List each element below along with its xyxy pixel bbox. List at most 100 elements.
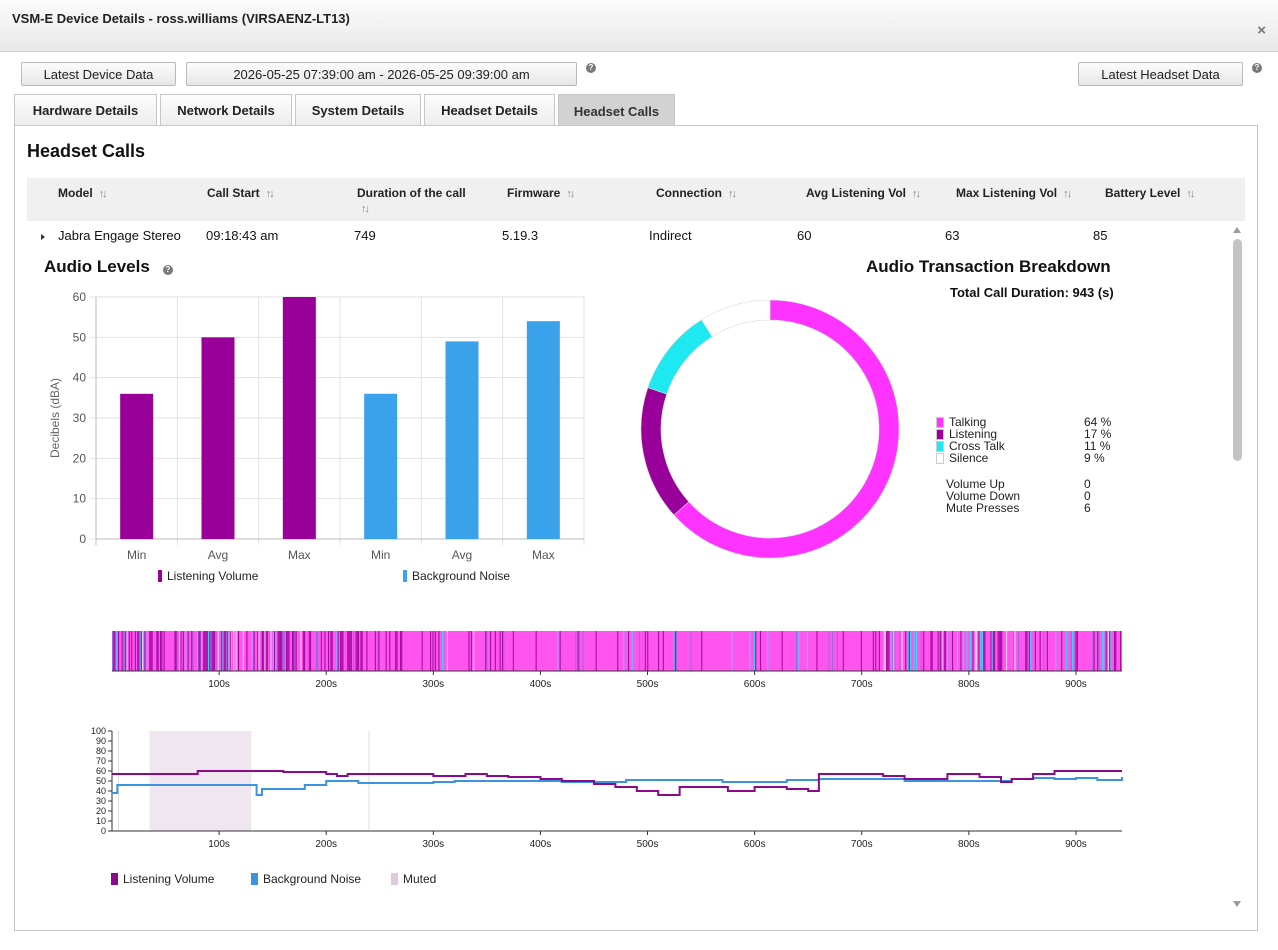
bar-listening-volume [120, 393, 154, 539]
levels-legend-listening: Listening Volume [111, 872, 214, 886]
timeline-segment [281, 631, 283, 671]
cell-battery-level: 85 [1093, 228, 1108, 243]
sort-icon[interactable]: ↑↓ [265, 188, 275, 200]
levels-x-tick-label: 200s [315, 839, 337, 850]
timeline-segment [1108, 631, 1110, 671]
vertical-scrollbar[interactable] [1230, 225, 1244, 915]
timeline-segment [278, 631, 280, 671]
timeline-segment [894, 631, 896, 671]
timeline-segment [217, 631, 219, 671]
levels-y-tick-label: 70 [96, 756, 106, 766]
tab-headset-details[interactable]: Headset Details [424, 94, 555, 126]
col-connection[interactable]: Connection ↑↓ [656, 186, 737, 200]
timeline-segment [264, 631, 266, 671]
timeline-segment [1075, 631, 1077, 671]
y-axis-label: Decibels (dBA) [48, 378, 62, 458]
timeline-segment [221, 631, 223, 671]
sort-icon[interactable]: ↑↓ [728, 188, 737, 200]
sort-icon[interactable]: ↑↓ [98, 188, 108, 200]
timeline-segment [137, 631, 139, 671]
timeline-segment [199, 631, 201, 671]
y-tick-label: 50 [73, 330, 87, 344]
timeline-segment [209, 631, 211, 671]
timeline-segment [260, 631, 262, 671]
timeline-segments [112, 631, 1122, 671]
col-firmware[interactable]: Firmware ↑↓ [507, 186, 575, 200]
timeline-segment [286, 631, 288, 671]
timeline-segment [888, 631, 890, 671]
timeline-segment [140, 631, 142, 671]
timeline-segment [990, 631, 992, 671]
timeline-segment [470, 631, 472, 671]
timeline-segment [180, 631, 182, 671]
timeline-segment [113, 631, 115, 671]
calls-table-header: Model ↑↓ Call Start ↑↓ Duration of the cal… [27, 178, 1245, 221]
timeline-segment [923, 631, 925, 671]
levels-y-tick-label: 0 [101, 826, 106, 836]
col-battery-level[interactable]: Battery Level ↑↓ [1105, 186, 1195, 200]
close-icon[interactable]: × [1257, 22, 1266, 39]
latest-device-data-button[interactable]: Latest Device Data [21, 62, 176, 86]
levels-x-tick-label: 300s [422, 839, 444, 850]
transaction-donut-chart [640, 299, 900, 559]
timeline-segment [350, 631, 352, 671]
col-call-start[interactable]: Call Start ↑↓ [207, 186, 275, 200]
timeline-segment [262, 631, 264, 671]
timeline-segment [355, 631, 357, 671]
sort-icon[interactable]: ↑↓ [912, 188, 921, 200]
timeline-segment [828, 631, 830, 671]
timeline-segment [210, 631, 212, 671]
timeline-segment [292, 631, 294, 671]
timeline-segment [690, 631, 692, 671]
timeline-segment [216, 631, 218, 671]
help-icon-audio-levels[interactable]: ? [163, 265, 173, 275]
levels-y-tick-label: 60 [96, 766, 106, 776]
timeline-segment [486, 631, 488, 671]
scrollbar-thumb[interactable] [1233, 239, 1242, 461]
col-duration[interactable]: Duration of the call ↑↓ [357, 186, 466, 215]
timeline-segment [910, 631, 912, 671]
help-icon[interactable]: ? [586, 63, 596, 73]
timeline-segment [208, 631, 210, 671]
timeline-segment [893, 631, 895, 671]
levels-y-tick-label: 20 [96, 806, 106, 816]
latest-headset-data-button[interactable]: Latest Headset Data [1078, 62, 1243, 86]
sort-icon[interactable]: ↑↓ [566, 188, 575, 200]
legend-item-silence: Silence 9 % [936, 452, 1116, 464]
col-avg-listening-vol[interactable]: Avg Listening Vol ↑↓ [806, 186, 921, 200]
sort-icon[interactable]: ↑↓ [1063, 188, 1072, 200]
tab-headset-calls[interactable]: Headset Calls [558, 94, 675, 127]
timeline-segment [1030, 631, 1032, 671]
tab-hardware-details[interactable]: Hardware Details [14, 94, 157, 126]
date-range-picker[interactable]: 2026-05-25 07:39:00 am - 2026-05-25 09:3… [186, 62, 577, 86]
timeline-segment [277, 631, 279, 671]
timeline-segment [143, 631, 145, 671]
timeline-segment [396, 631, 398, 671]
col-max-listening-vol[interactable]: Max Listening Vol ↑↓ [956, 186, 1072, 200]
sort-icon[interactable]: ↑↓ [1186, 188, 1195, 200]
timeline-segment [1070, 631, 1072, 671]
timeline-segment [287, 631, 289, 671]
timeline-segment [300, 631, 302, 671]
tab-network-details[interactable]: Network Details [160, 94, 292, 126]
timeline-segment [674, 631, 676, 671]
timeline-segment [947, 631, 949, 671]
timeline-segment [246, 631, 248, 671]
scroll-up-icon[interactable] [1233, 227, 1241, 233]
levels-y-tick-label: 90 [96, 736, 106, 746]
help-icon-headset[interactable]: ? [1252, 63, 1262, 73]
col-model[interactable]: Model ↑↓ [58, 186, 108, 200]
timeline-tick-label: 400s [530, 679, 552, 690]
y-tick-label: 0 [79, 532, 86, 546]
tab-system-details[interactable]: System Details [295, 94, 421, 126]
timeline-segment [341, 631, 343, 671]
timeline-segment [446, 631, 448, 671]
timeline-segment [302, 631, 304, 671]
scroll-down-icon[interactable] [1233, 901, 1241, 907]
timeline-segment [385, 631, 387, 671]
expand-row-icon[interactable] [41, 234, 45, 240]
sort-icon[interactable]: ↑↓ [361, 203, 370, 215]
timeline-segment [658, 631, 660, 671]
timeline-segment [582, 631, 584, 671]
